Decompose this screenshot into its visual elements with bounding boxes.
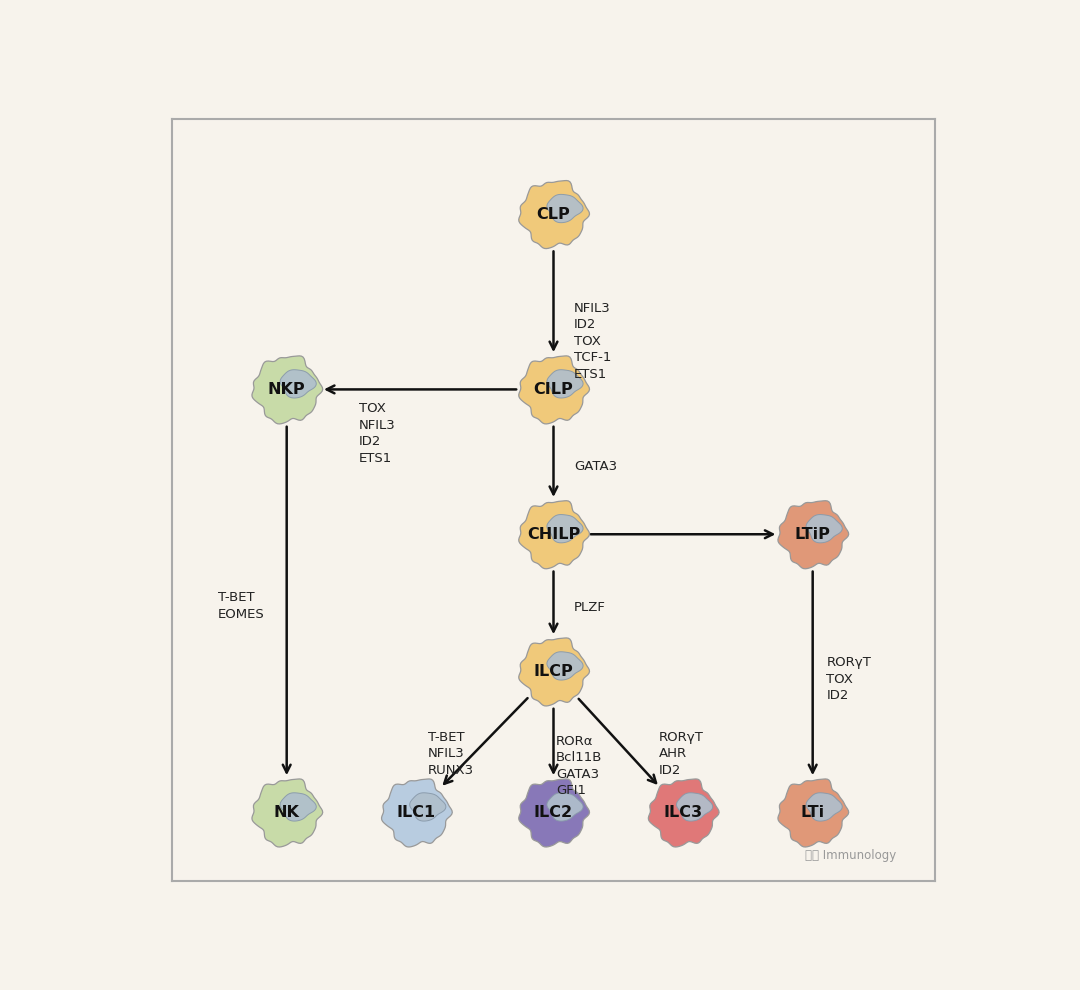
Text: ILC1: ILC1 [396, 805, 436, 820]
Polygon shape [409, 793, 446, 821]
Polygon shape [546, 194, 583, 223]
Text: RORγT
TOX
ID2: RORγT TOX ID2 [826, 656, 872, 702]
Polygon shape [546, 793, 583, 821]
Text: NKP: NKP [268, 382, 306, 397]
Text: CHILP: CHILP [527, 527, 580, 542]
Polygon shape [518, 355, 590, 424]
Polygon shape [546, 515, 583, 543]
Polygon shape [546, 651, 583, 680]
Text: GATA3: GATA3 [575, 460, 617, 473]
Polygon shape [518, 180, 590, 248]
Polygon shape [518, 638, 590, 706]
Text: PLZF: PLZF [575, 601, 606, 614]
Polygon shape [806, 793, 842, 821]
Text: TOX
NFIL3
ID2
ETS1: TOX NFIL3 ID2 ETS1 [360, 402, 396, 465]
Polygon shape [518, 779, 590, 847]
Text: 闲谈 Immunology: 闲谈 Immunology [805, 849, 896, 862]
Polygon shape [252, 355, 323, 424]
Polygon shape [280, 793, 316, 821]
Text: NFIL3
ID2
TOX
TCF-1
ETS1: NFIL3 ID2 TOX TCF-1 ETS1 [575, 302, 611, 381]
Polygon shape [676, 793, 713, 821]
Text: T-BET
NFIL3
RUNX3: T-BET NFIL3 RUNX3 [428, 731, 474, 777]
Text: LTiP: LTiP [795, 527, 831, 542]
Text: ILC2: ILC2 [534, 805, 573, 820]
Text: NK: NK [273, 805, 299, 820]
Text: CILP: CILP [534, 382, 573, 397]
Polygon shape [518, 501, 590, 569]
Polygon shape [546, 369, 583, 398]
Polygon shape [778, 501, 849, 569]
Polygon shape [381, 779, 453, 847]
Polygon shape [280, 369, 316, 398]
Polygon shape [648, 779, 719, 847]
Text: T-BET
EOMES: T-BET EOMES [218, 591, 265, 621]
Text: ILCP: ILCP [534, 664, 573, 679]
Polygon shape [806, 515, 842, 543]
Text: ILC3: ILC3 [663, 805, 703, 820]
Polygon shape [778, 779, 849, 847]
Text: CLP: CLP [537, 207, 570, 222]
Text: RORγT
AHR
ID2: RORγT AHR ID2 [659, 731, 703, 777]
Polygon shape [252, 779, 323, 847]
Text: RORα
Bcl11B
GATA3
GFI1: RORα Bcl11B GATA3 GFI1 [556, 735, 603, 797]
Text: LTi: LTi [800, 805, 825, 820]
